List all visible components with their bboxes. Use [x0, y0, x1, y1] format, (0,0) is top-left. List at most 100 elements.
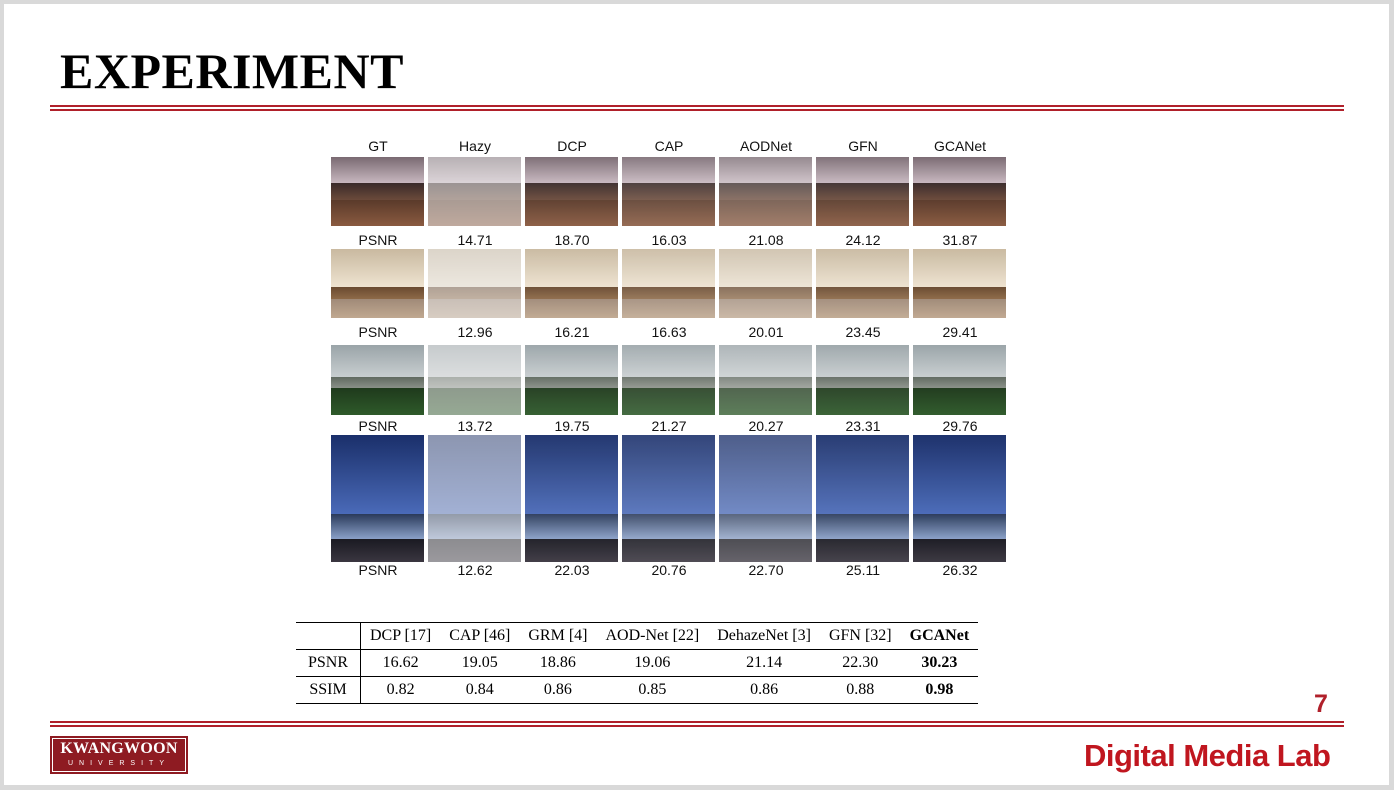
psnr-value: 21.08 [748, 232, 784, 248]
table-cell: 0.82 [386, 681, 415, 698]
thumbnail-layer [525, 388, 618, 415]
thumbnail-layer [913, 183, 1006, 200]
result-thumbnail [816, 249, 909, 318]
psnr-value: 22.70 [748, 562, 784, 578]
result-thumbnail [331, 157, 424, 226]
psnr-row-label: PSNR [358, 324, 398, 340]
thumbnail-layer [913, 345, 1006, 377]
table-cell: 19.06 [634, 654, 671, 671]
thumbnail-layer [816, 298, 909, 318]
thumbnail-layer [816, 183, 909, 200]
haze-overlay [719, 157, 812, 226]
figure-column-header: GFN [848, 138, 878, 154]
footer-divider-bottom [50, 725, 1344, 727]
figure-column-header: DCP [557, 138, 587, 154]
table-header-cell: DehazeNet [3] [717, 627, 811, 644]
result-thumbnail [913, 435, 1006, 562]
table-row: SSIM 0.82 0.84 0.86 0.85 0.86 0.88 0.98 [296, 676, 979, 704]
psnr-value: 12.62 [457, 562, 493, 578]
result-thumbnail [719, 157, 812, 226]
haze-overlay [913, 249, 1006, 318]
result-thumbnail [719, 249, 812, 318]
result-thumbnail [816, 345, 909, 415]
thumbnail-layer [525, 249, 618, 287]
title-divider-bottom [50, 109, 1344, 111]
haze-overlay [719, 345, 812, 415]
haze-overlay [525, 249, 618, 318]
table-cell: 16.62 [382, 654, 419, 671]
psnr-value: 29.41 [942, 324, 978, 340]
thumbnail-layer [719, 539, 812, 562]
thumbnail-layer [525, 157, 618, 184]
table-cell: 0.85 [638, 681, 667, 698]
thumbnail-layer [913, 376, 1006, 389]
haze-overlay [428, 249, 521, 318]
thumbnail-layer [816, 539, 909, 562]
table-row: PSNR 16.62 19.05 18.86 19.06 21.14 22.30… [296, 649, 979, 677]
psnr-value: 16.63 [651, 324, 687, 340]
thumbnail-layer [622, 345, 715, 377]
thumbnail-layer [719, 513, 812, 540]
haze-overlay [816, 157, 909, 226]
haze-overlay [428, 435, 521, 562]
thumbnail-layer [622, 388, 715, 415]
table-header-cell: DCP [17] [370, 627, 432, 644]
result-thumbnail [428, 249, 521, 318]
psnr-row-label: PSNR [358, 562, 398, 578]
psnr-row-label: PSNR [358, 418, 398, 434]
haze-overlay [525, 435, 618, 562]
psnr-value: 22.03 [554, 562, 590, 578]
table-row-label: SSIM [296, 676, 361, 704]
psnr-value: 20.01 [748, 324, 784, 340]
thumbnail-layer [622, 183, 715, 200]
thumbnail-layer [331, 249, 424, 287]
table-cell: 0.98 [925, 681, 954, 698]
comparison-figure: GT Hazy DCP CAP AODNet GFN GCANet PSNR 14.71 18.7… [4, 4, 1389, 604]
haze-overlay [719, 249, 812, 318]
result-thumbnail [719, 345, 812, 415]
result-thumbnail [622, 157, 715, 226]
thumbnail-layer [719, 183, 812, 200]
logo-wordmark: KWANGWOON [60, 740, 178, 757]
thumbnail-layer [816, 435, 909, 514]
haze-overlay [719, 435, 812, 562]
psnr-value: 20.27 [748, 418, 784, 434]
table-row-label: PSNR [296, 649, 361, 677]
psnr-value: 31.87 [942, 232, 978, 248]
thumbnail-layer [719, 345, 812, 377]
slide-title: EXPERIMENT [60, 43, 404, 99]
table-cell: 0.86 [543, 681, 572, 698]
thumbnail-layer [913, 199, 1006, 226]
table-header-cell: GCANet [909, 627, 970, 644]
haze-overlay [428, 345, 521, 415]
thumbnail-layer [816, 249, 909, 287]
thumbnail-layer [913, 249, 1006, 287]
table-cell: 0.86 [750, 681, 779, 698]
results-table: DCP [17] CAP [46] GRM [4] AOD-Net [22] D… [296, 622, 979, 704]
psnr-value: 25.11 [846, 562, 880, 578]
thumbnail-layer [719, 199, 812, 226]
thumbnail-layer [622, 376, 715, 389]
thumbnail-layer [816, 286, 909, 299]
figure-column-header: AODNet [739, 138, 793, 154]
thumbnail-layer [525, 376, 618, 389]
table-header-cell: GFN [32] [828, 627, 892, 644]
thumbnail-layer [331, 388, 424, 415]
result-thumbnail [331, 435, 424, 562]
thumbnail-layer [525, 183, 618, 200]
university-logo: KWANGWOON UNIVERSITY [50, 736, 188, 774]
title-divider-top [50, 105, 1344, 107]
thumbnail-layer [331, 286, 424, 299]
thumbnail-layer [719, 435, 812, 514]
thumbnail-layer [816, 376, 909, 389]
haze-overlay [913, 345, 1006, 415]
thumbnail-layer [525, 199, 618, 226]
result-thumbnail [525, 157, 618, 226]
thumbnail-layer [719, 249, 812, 287]
thumbnail-layer [913, 286, 1006, 299]
thumbnail-layer [331, 157, 424, 184]
thumbnail-layer [525, 513, 618, 540]
result-thumbnail [913, 157, 1006, 226]
psnr-value: 19.75 [554, 418, 590, 434]
thumbnail-layer [331, 513, 424, 540]
